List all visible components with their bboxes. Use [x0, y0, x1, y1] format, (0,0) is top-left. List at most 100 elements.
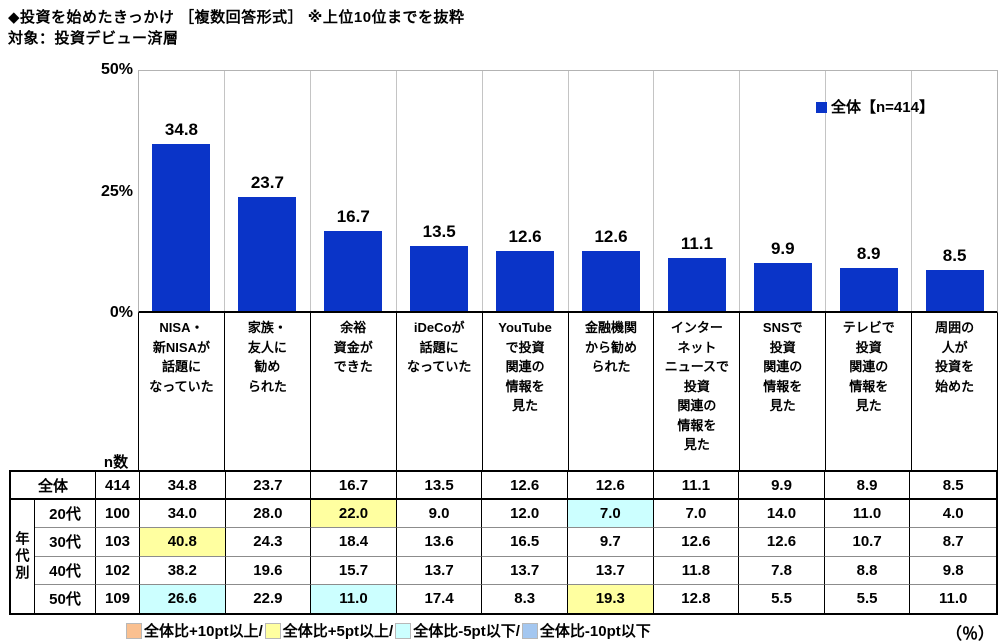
table-value: 12.6: [482, 472, 568, 501]
chart-column: 9.9: [740, 71, 827, 311]
table-value: 8.8: [824, 556, 911, 585]
table-value: 9.9: [739, 472, 825, 501]
table-value: 16.5: [482, 528, 568, 557]
bar-value-label: 13.5: [422, 222, 456, 241]
row-label: 20代: [35, 500, 96, 529]
x-axis-category-labels: NISA・ 新NISAが 話題に なっていた 家族・ 友人に 勧め られた 余裕 資…: [138, 313, 998, 470]
row-n-count: 414: [96, 472, 140, 501]
table-value: 18.4: [311, 528, 397, 557]
page-subtitle: 対象：投資デビュー済層: [8, 30, 179, 47]
category-label: 周囲の 人が 投資を 始めた: [935, 320, 975, 394]
table-value: 8.7: [910, 528, 996, 557]
table-value: 11.8: [653, 556, 740, 585]
table-value: 7.0: [653, 500, 740, 529]
bar-value-label: 8.5: [942, 246, 967, 265]
table-value: 13.7: [482, 556, 568, 585]
bar-4: [496, 251, 555, 311]
table-value: 26.6: [140, 584, 226, 613]
bar-value-label: 11.1: [680, 234, 713, 253]
table-value: 19.6: [225, 556, 312, 585]
table-value: 14.0: [739, 500, 825, 529]
highlight-swatch-icon: [395, 622, 412, 639]
legend-label: 全体【n=414】: [831, 99, 934, 116]
bar-value-label: 9.9: [770, 239, 795, 258]
table-value: 19.3: [567, 584, 654, 613]
category-label: インター ネット ニュースで 投資 関連の 情報を 見た: [654, 313, 741, 470]
table-value: 13.5: [396, 472, 483, 501]
bar-9: [925, 270, 984, 311]
row-n-count: 103: [96, 528, 140, 557]
table-value: 9.8: [910, 557, 996, 585]
highlight-swatch-icon: [264, 622, 281, 639]
chart-column: 13.5: [397, 71, 483, 311]
table-value: 11.0: [311, 584, 397, 613]
category-label: SNSで 投資 関連の 情報を 見た: [740, 313, 827, 470]
table-value: 38.2: [140, 556, 226, 585]
table-value: 15.7: [311, 556, 397, 585]
table-value: 22.0: [311, 500, 397, 529]
bar-value-label: 23.7: [250, 173, 284, 192]
bar-6: [667, 258, 726, 311]
category-label: テレビで 投資 関連の 情報を 見た: [826, 313, 913, 470]
highlight-legend-label: 全体比-10pt以下: [539, 623, 651, 640]
plot-area: 34.8 23.7 16.7 13.5 12.6 12.6 11.1 9.9 8.9 8.5: [138, 70, 998, 313]
bar-value-label: 16.7: [336, 207, 370, 226]
row-group-label: 年代別: [11, 500, 35, 613]
category-label: NISA・ 新NISAが 話題に なっていた: [139, 313, 225, 470]
table-value: 22.9: [226, 584, 312, 613]
table-value: 12.6: [739, 528, 825, 557]
row-label: 30代: [35, 528, 96, 557]
table-value: 12.6: [653, 528, 740, 557]
table-value: 16.7: [311, 472, 397, 501]
table-value: 12.8: [654, 584, 740, 613]
bar-2: [324, 231, 383, 311]
table-value: 12.0: [482, 500, 568, 529]
bar-3: [410, 246, 469, 311]
chart-column: 11.1: [654, 71, 741, 311]
table-value: 28.0: [225, 500, 312, 529]
table-value: 40.8: [140, 528, 226, 557]
row-n-count: 100: [96, 500, 140, 529]
data-table: 全体 414 34.8 23.7 16.7 13.5 12.6 12.6 11.1 9.9 8.9 8…: [9, 470, 998, 615]
highlight-legend: 全体比+10pt以上/全体比+5pt以上/全体比-5pt以下/全体比-10pt以…: [126, 620, 653, 641]
bar-value-label: 12.6: [508, 227, 542, 246]
row-n-count: 102: [96, 556, 140, 585]
bar-5: [581, 251, 640, 311]
bar-value-label: 34.8: [164, 120, 198, 139]
bar-value-label: 8.9: [856, 244, 881, 263]
row-label: 40代: [35, 556, 96, 585]
table-value: 11.1: [653, 472, 740, 501]
highlight-legend-item-minus10: 全体比-10pt以下: [521, 620, 651, 641]
row-label-total: 全体: [11, 472, 96, 501]
chart-column: 8.9: [826, 71, 913, 311]
category-label: iDeCoが 話題に なっていた: [397, 313, 483, 470]
highlight-legend-item-minus5: 全体比-5pt以下/: [395, 620, 520, 641]
highlight-legend-item-plus5: 全体比+5pt以上/: [264, 620, 394, 641]
bar-1: [238, 197, 297, 311]
table-value: 13.7: [396, 556, 483, 585]
table-value: 8.9: [824, 472, 911, 501]
row-label: 50代: [35, 584, 96, 613]
bar-8: [839, 268, 898, 311]
highlight-swatch-icon: [126, 622, 142, 639]
highlight-legend-label: 全体比+10pt以上/: [144, 623, 263, 640]
category-label: 家族・ 友人に 勧め られた: [225, 313, 311, 470]
table-value: 11.0: [824, 500, 911, 529]
table-value: 5.5: [825, 584, 911, 613]
bar-7: [753, 263, 812, 311]
table-value: 9.7: [567, 528, 654, 557]
y-axis-tick-50: 50%: [100, 61, 133, 78]
chart-column: 23.7: [225, 71, 311, 311]
chart-column: 34.8: [139, 71, 225, 311]
table-value: 23.7: [225, 472, 312, 501]
category-label: 金融機関 から勧め られた: [569, 313, 655, 470]
highlight-legend-label: 全体比+5pt以上/: [282, 623, 394, 640]
table-value: 13.6: [396, 528, 483, 557]
n-count-header: n数: [103, 454, 129, 471]
row-n-count: 109: [96, 584, 140, 613]
chart-column: 8.5: [912, 71, 997, 311]
table-value: 17.4: [397, 584, 483, 613]
y-axis-tick-0: 0%: [109, 304, 133, 321]
highlight-swatch-icon: [521, 622, 538, 639]
